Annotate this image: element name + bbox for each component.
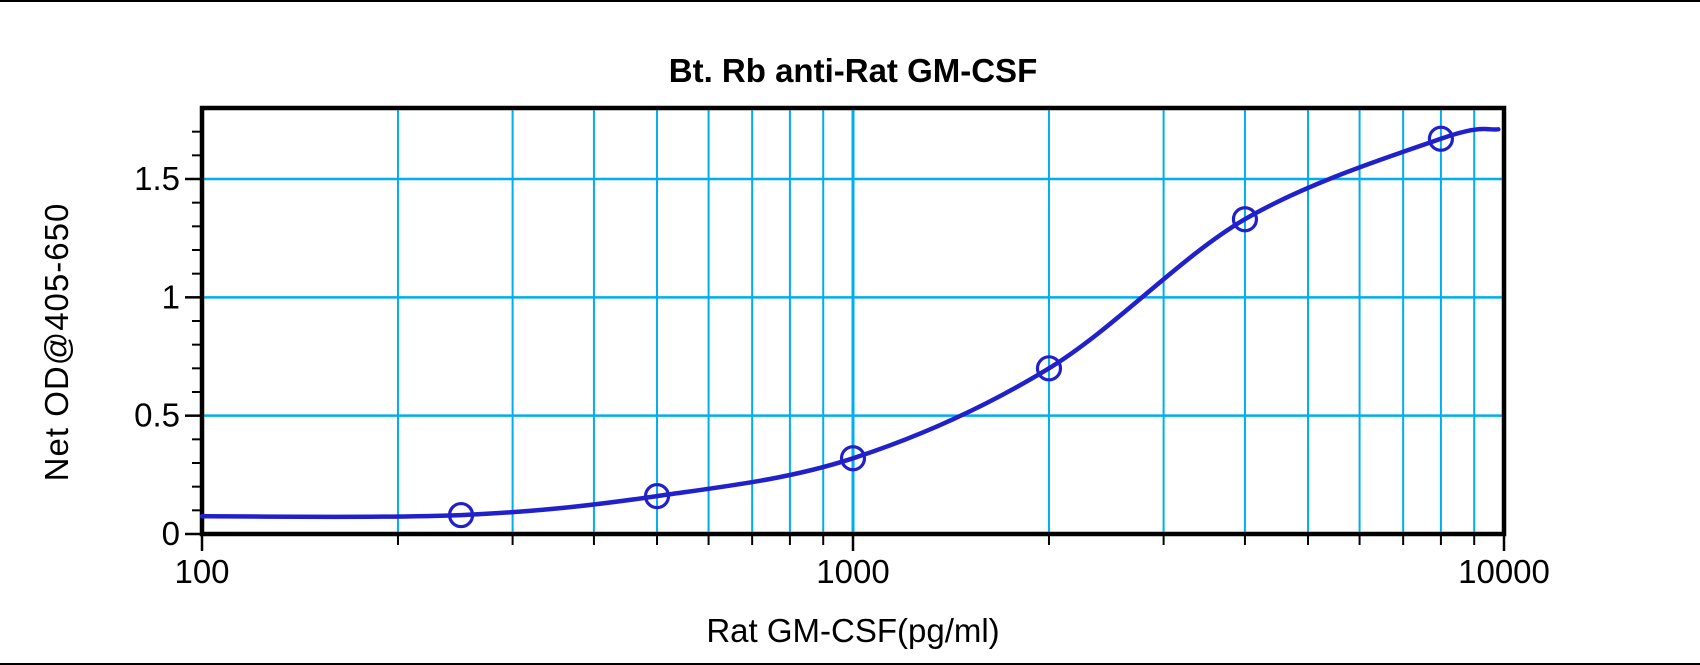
x-tick-label-1000: 1000	[816, 553, 889, 590]
x-axis-title: Rat GM-CSF(pg/ml)	[706, 612, 1000, 649]
y-tick-label-0.5: 0.5	[134, 397, 180, 434]
data-point-marker-4000	[1231, 206, 1259, 233]
y-tick-label-1: 1	[162, 278, 180, 315]
data-point-marker-250	[447, 501, 475, 529]
standard-curve-line	[199, 126, 1501, 520]
data-point-marker-500	[643, 483, 671, 510]
x-tick-label-100: 100	[174, 553, 229, 590]
axis-frame	[199, 105, 1507, 537]
data-point-marker-2000	[1035, 355, 1063, 382]
data-point-marker-8000	[1427, 125, 1455, 152]
data-point-marker-1000	[839, 445, 867, 472]
y-tick-label-1.5: 1.5	[134, 160, 180, 197]
x-tick-label-10000: 10000	[1458, 553, 1550, 590]
chart-title: Bt. Rb anti-Rat GM-CSF	[668, 52, 1038, 89]
y-tick-label-0: 0	[162, 515, 180, 552]
